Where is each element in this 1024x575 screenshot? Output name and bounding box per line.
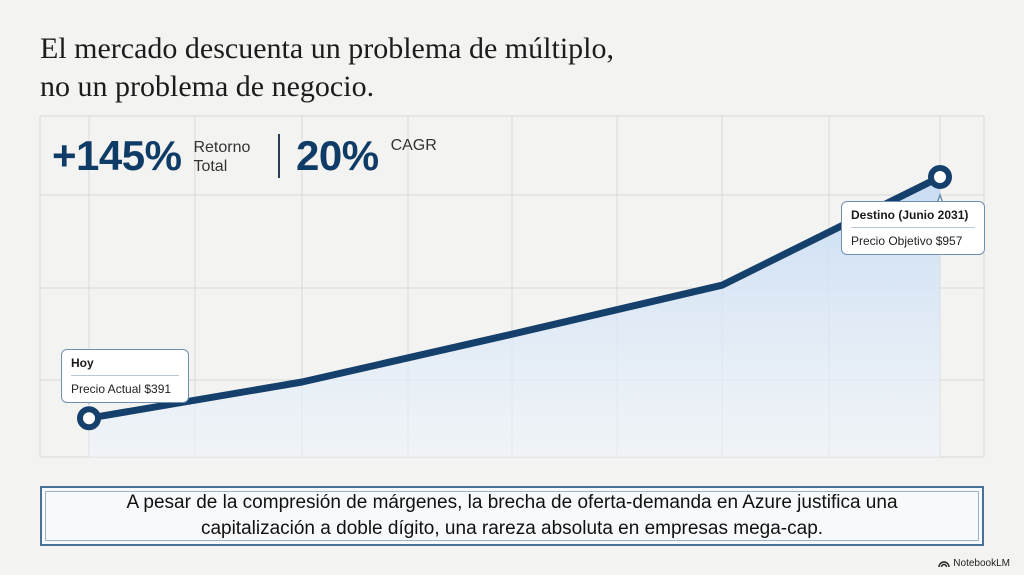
kpi-cagr-label-line-1: CAGR bbox=[390, 137, 437, 154]
summary-line-2: capitalización a doble dígito, una rarez… bbox=[200, 518, 824, 539]
title-line-2: no un problema de negocio. bbox=[40, 70, 375, 103]
summary-line-1: A pesar de la compresión de márgenes, la… bbox=[126, 492, 898, 513]
kpi-cagr-label: CAGR bbox=[391, 136, 463, 155]
kpi-total-return: +145% Retorno Total bbox=[52, 132, 265, 180]
brand-name: NotebookLM bbox=[953, 558, 1010, 569]
kpi-total-return-label-line-1: Retorno bbox=[193, 139, 251, 156]
notebooklm-logo-icon bbox=[938, 561, 950, 568]
kpi-total-return-label: Retorno Total bbox=[193, 138, 265, 176]
callout-end-text: Precio Objetivo $957 bbox=[851, 234, 963, 248]
page-title: El mercado descuenta un problema de múlt… bbox=[40, 30, 840, 106]
point-start-marker bbox=[77, 406, 101, 431]
price-line bbox=[85, 173, 944, 422]
callout-start-text: Precio Actual $391 bbox=[71, 382, 172, 396]
title-line-1: El mercado descuenta un problema de múlt… bbox=[40, 32, 614, 65]
callout-start: Hoy Precio Actual $391 bbox=[61, 349, 189, 403]
kpi-cagr: 20% CAGR bbox=[296, 132, 463, 180]
point-end-marker bbox=[928, 164, 952, 189]
kpi-divider bbox=[278, 134, 280, 178]
price-area-fill bbox=[89, 177, 940, 457]
summary-banner-text: A pesar de la compresión de márgenes, la… bbox=[126, 490, 897, 542]
callout-end: Destino (Junio 2031) Precio Objetivo $95… bbox=[841, 201, 985, 255]
callout-start-heading: Hoy bbox=[71, 356, 179, 376]
kpi-cagr-value: 20% bbox=[296, 132, 379, 179]
summary-banner: A pesar de la compresión de márgenes, la… bbox=[40, 486, 984, 546]
kpi-total-return-value: +145% bbox=[52, 132, 182, 179]
kpi-total-return-label-line-2: Total bbox=[193, 158, 228, 175]
callout-end-heading: Destino (Junio 2031) bbox=[851, 208, 975, 228]
brand-watermark: NotebookLM bbox=[938, 558, 1010, 569]
